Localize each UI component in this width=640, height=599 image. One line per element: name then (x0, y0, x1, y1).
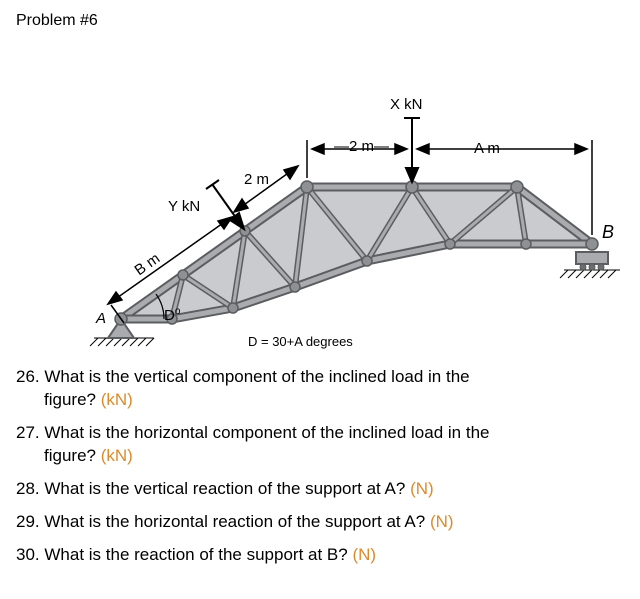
problem-title: Problem #6 (16, 12, 624, 30)
question-list: 26. What is the vertical component of th… (16, 366, 624, 567)
question-30: 30. What is the reaction of the support … (16, 544, 624, 567)
label-2m-incline: 2 m (244, 171, 269, 188)
label-b-point: B (602, 222, 614, 243)
label-x-kn: X kN (390, 96, 423, 113)
label-d-deg: Do (164, 306, 180, 324)
question-28: 28. What is the vertical reaction of the… (16, 478, 624, 501)
label-2m: 2 m (349, 138, 374, 155)
truss-figure: X kN —2 m— A m 2 m Y kN B m A B Do D = 3… (16, 38, 624, 348)
question-29: 29. What is the horizontal reaction of t… (16, 511, 624, 534)
label-d-equation: D = 30+A degrees (248, 334, 353, 349)
truss-svg (16, 38, 624, 348)
question-27: 27. What is the horizontal component of … (16, 422, 624, 468)
label-a-point: A (96, 310, 106, 327)
question-26: 26. What is the vertical component of th… (16, 366, 624, 412)
label-am: A m (474, 140, 500, 157)
label-y-kn: Y kN (168, 198, 200, 215)
